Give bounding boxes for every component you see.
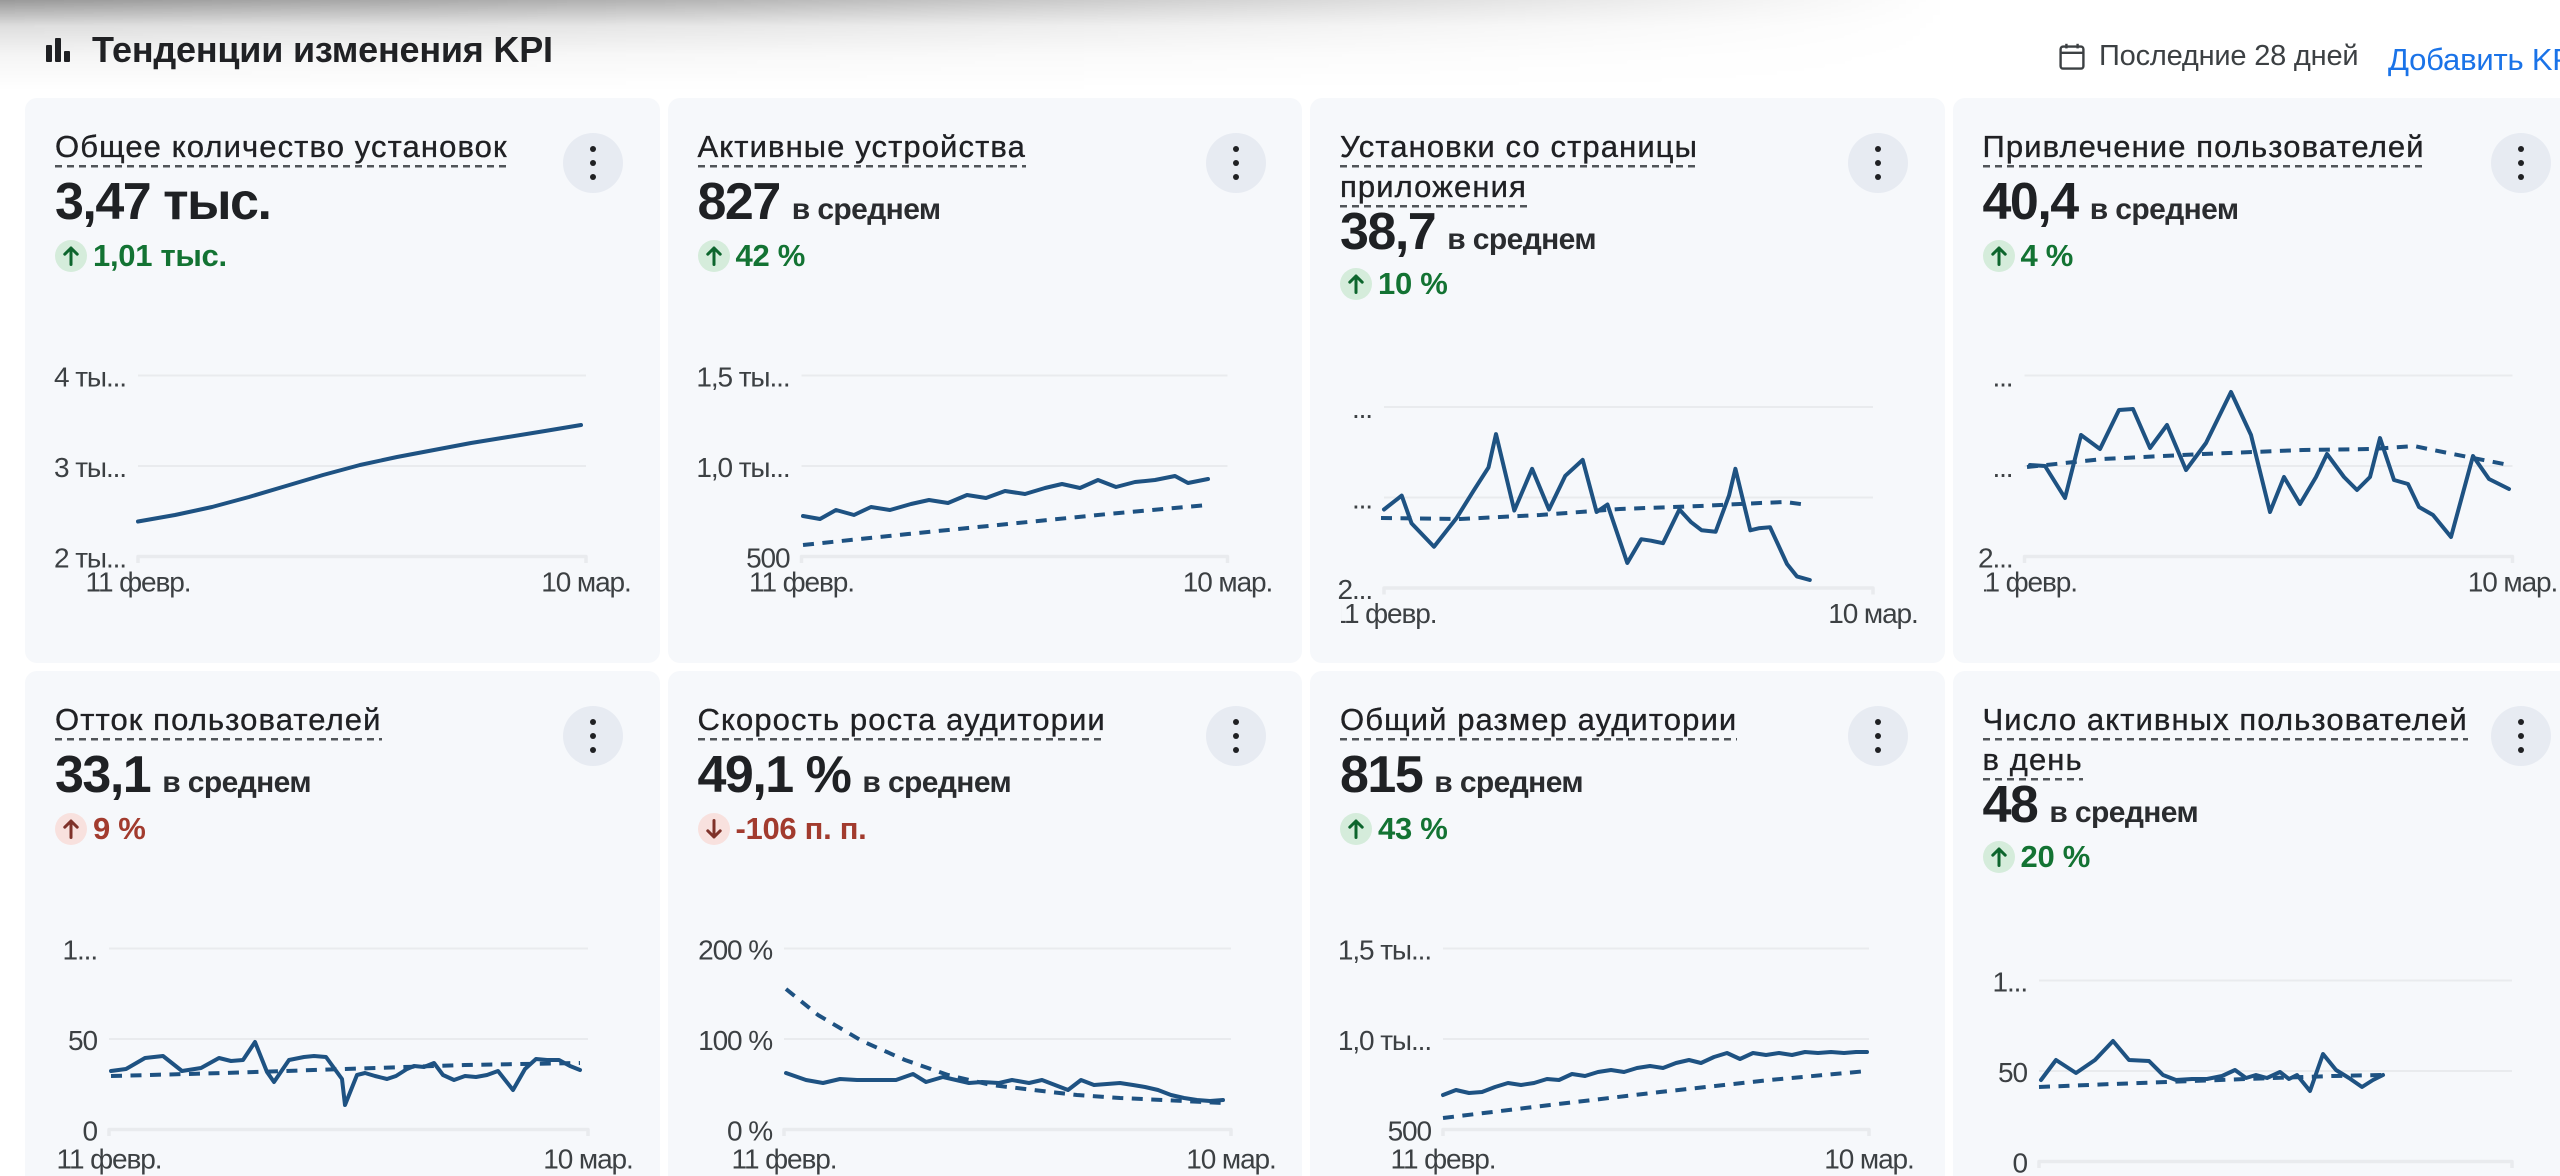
svg-text:...: ... [1992,452,2012,483]
svg-text:...: ... [1352,393,1372,424]
svg-text:1,0 ты...: 1,0 ты... [1338,1025,1431,1056]
svg-text:1,5 ты...: 1,5 ты... [696,361,789,392]
svg-text:...: ... [1992,361,2012,392]
svg-text:50: 50 [1998,1057,2027,1088]
svg-text:0: 0 [83,1115,98,1146]
svg-text:1,0 ты...: 1,0 ты... [696,452,789,483]
svg-text:11 февр.: 11 февр. [57,1143,162,1174]
svg-text:100 %: 100 % [698,1025,772,1056]
svg-text:10 мар.: 10 мар. [1824,1143,1913,1174]
svg-text:11 февр.: 11 февр. [1391,1143,1496,1174]
svg-text:500: 500 [746,542,790,573]
svg-text:4 ты...: 4 ты... [54,361,126,392]
svg-text:50: 50 [68,1025,97,1056]
svg-text:10 мар.: 10 мар. [543,1143,632,1174]
svg-text:11 февр.: 11 февр. [1332,598,1437,629]
svg-text:200 %: 200 % [698,934,772,965]
svg-text:1...: 1... [1992,966,2027,997]
svg-text:2...: 2... [1337,574,1372,605]
svg-text:10 мар.: 10 мар. [541,566,630,597]
svg-text:11 февр.: 11 февр. [1972,566,2077,597]
svg-text:0 %: 0 % [727,1115,772,1146]
svg-text:2...: 2... [1977,542,2012,573]
svg-text:10 мар.: 10 мар. [1186,1143,1275,1174]
svg-text:10 мар.: 10 мар. [2467,566,2556,597]
svg-text:1...: 1... [62,934,97,965]
svg-text:11 февр.: 11 февр. [86,566,191,597]
svg-text:0: 0 [2012,1147,2027,1176]
svg-text:10 мар.: 10 мар. [1182,566,1271,597]
svg-text:11 февр.: 11 февр. [731,1143,836,1174]
svg-text:1,5 ты...: 1,5 ты... [1338,934,1431,965]
svg-text:2 ты...: 2 ты... [54,542,126,573]
svg-text:10 мар.: 10 мар. [1828,598,1917,629]
svg-text:500: 500 [1388,1115,1432,1146]
svg-text:...: ... [1352,483,1372,514]
svg-text:3 ты...: 3 ты... [54,452,126,483]
svg-text:11 февр.: 11 февр. [749,566,854,597]
